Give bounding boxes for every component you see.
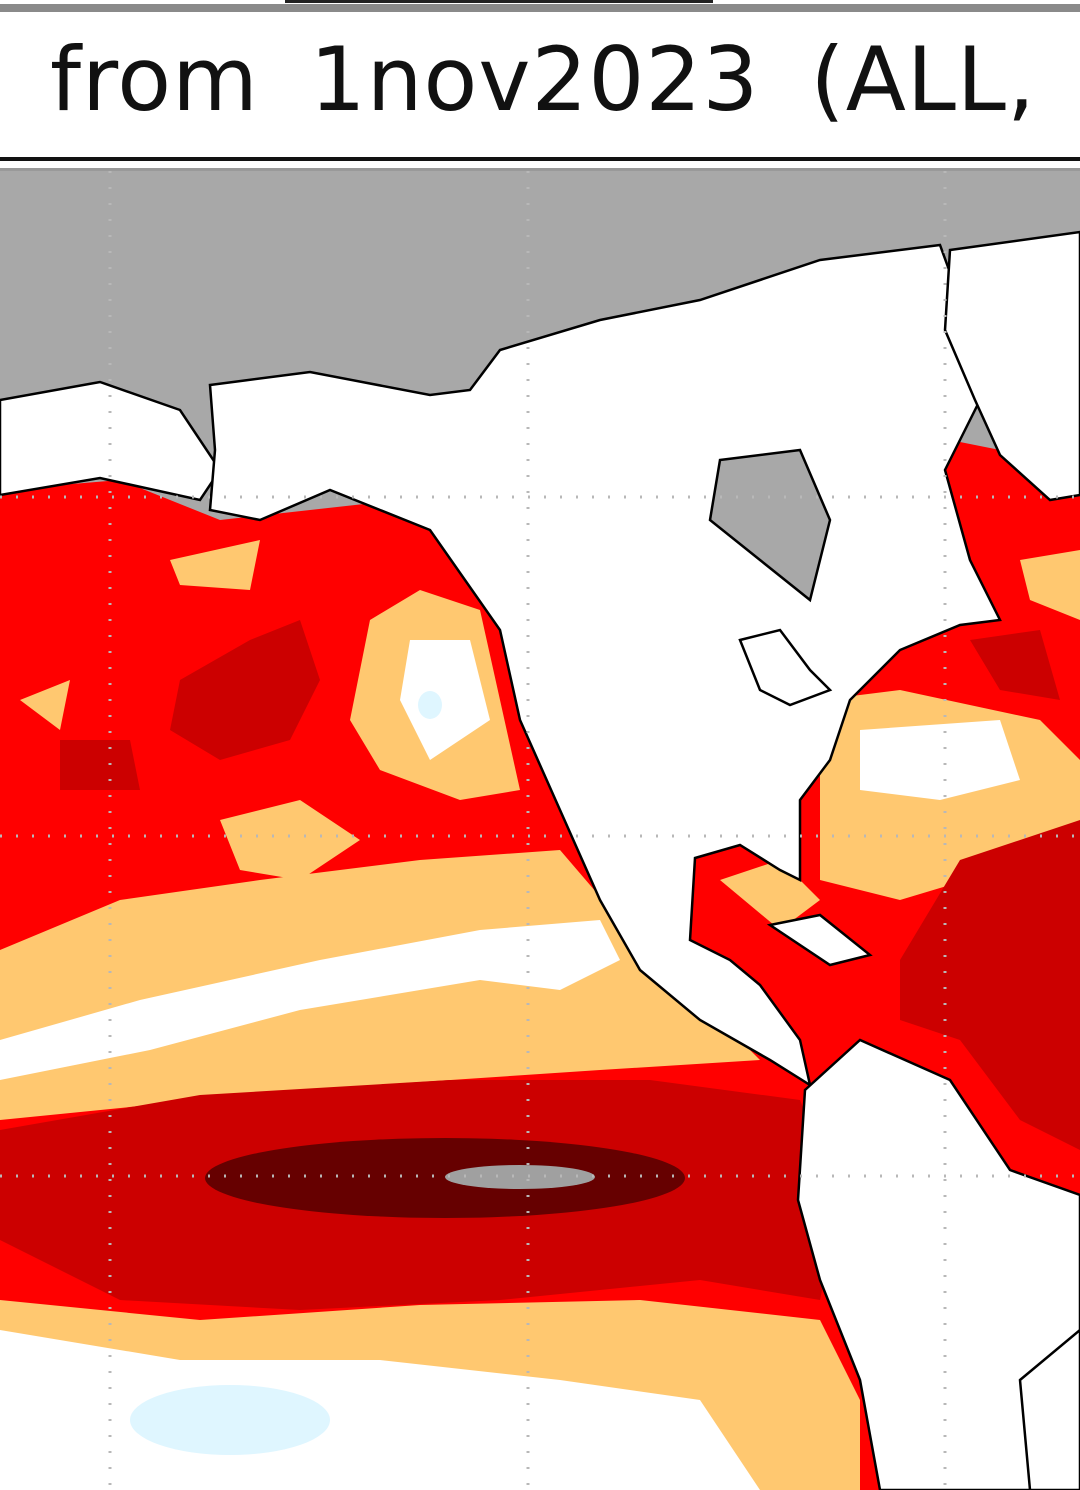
islands xyxy=(766,913,1080,1490)
map-title: from 1nov2023 (ALL, xyxy=(50,28,1036,131)
anomaly-neutral xyxy=(0,640,1020,1080)
siberia xyxy=(0,380,222,502)
map xyxy=(0,171,1080,1490)
south-america xyxy=(796,1038,1080,1490)
header-border xyxy=(0,157,1080,161)
anomaly-extreme xyxy=(205,1138,685,1218)
anomaly-cool xyxy=(130,1385,330,1455)
top-underline xyxy=(285,0,713,3)
hudson-bay xyxy=(708,448,832,603)
greenland xyxy=(943,230,1080,502)
anomaly-max xyxy=(445,1165,595,1189)
great-lakes xyxy=(738,628,833,707)
top-strip xyxy=(0,4,1080,12)
anomaly-cool xyxy=(418,691,442,719)
map-border xyxy=(0,168,1080,171)
